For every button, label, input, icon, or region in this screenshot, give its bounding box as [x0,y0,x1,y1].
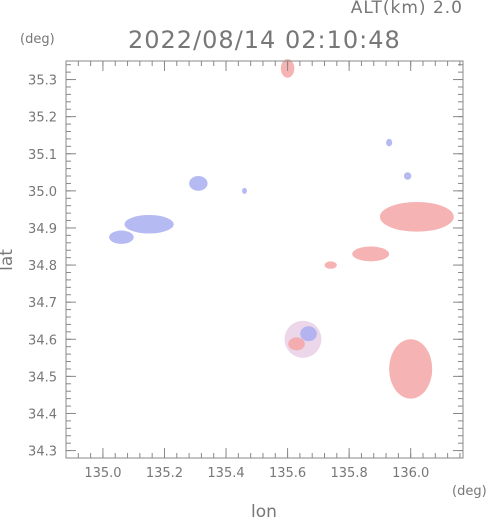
echo-area [189,176,208,191]
y-tick-label: 34.6 [28,333,57,348]
x-tick-label: 135.6 [269,466,306,481]
x-unit-label: (deg) [452,484,487,499]
y-tick-label: 34.4 [28,407,57,422]
plot-frame [65,60,464,459]
x-tick-label: 135.8 [331,466,368,481]
echo-area [109,230,134,244]
echo-area [124,214,174,234]
x-tick-label: 136.0 [392,466,429,481]
altitude-label: ALT(km) 2.0 [350,0,463,18]
y-tick-label: 35.0 [28,185,57,200]
y-tick-label: 34.8 [28,259,57,274]
echo-area [242,187,247,194]
echo-area [379,201,454,232]
x-tick-label: 135.0 [84,466,121,481]
y-tick-label: 34.7 [28,296,57,311]
y-tick-label: 35.1 [28,148,57,163]
echo-layer [109,59,454,399]
y-tick-label: 34.3 [28,445,57,460]
y-tick-label: 34.9 [28,222,57,237]
echo-area [403,172,412,180]
y-tick-label: 34.5 [28,370,57,385]
echo-area [389,339,433,399]
echo-area [324,261,337,269]
tick-layer: 135.0 135.2 135.4 135.6 135.8 136.0 34.3 34.4 34… [28,61,463,481]
echo-area [300,326,317,342]
y-tick-label: 35.2 [28,111,57,126]
x-tick-label: 135.2 [146,466,183,481]
echo-area [288,337,305,351]
y-unit-label: (deg) [20,32,55,47]
echo-area [284,320,322,358]
x-axis-label: lon [251,502,277,522]
chart-title-datetime: 2022/08/14 02:10:48 [128,26,401,54]
y-tick-label: 35.3 [28,74,57,89]
echo-area [352,246,390,262]
echo-area [386,138,393,147]
x-tick-label: 135.4 [207,466,244,481]
